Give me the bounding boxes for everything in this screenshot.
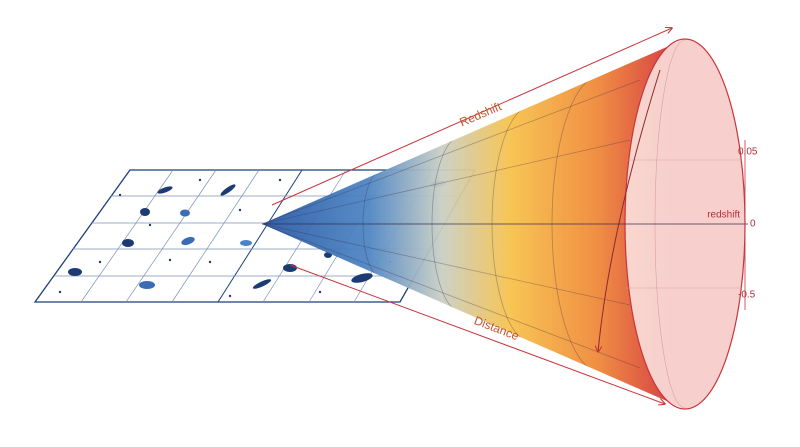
light-cone (262, 38, 748, 410)
decor-ellipse (68, 268, 82, 276)
decor-g (58, 178, 446, 298)
decor-line (271, 28, 672, 206)
decor-circle (198, 178, 202, 182)
decor-circle (148, 223, 152, 227)
decor-line (217, 169, 303, 303)
decor-line (262, 223, 641, 369)
decor-line (125, 169, 217, 303)
decor-ellipse (220, 184, 236, 196)
decor-ellipse (122, 239, 134, 247)
decor-line (262, 139, 631, 225)
decor-line (289, 264, 665, 404)
decor-circle (228, 294, 232, 298)
decor-g (262, 75, 641, 373)
decor-ellipse (139, 281, 155, 289)
decor-ellipse (351, 273, 373, 283)
decor-path (598, 69, 661, 352)
tick-label: -0.5 (738, 290, 756, 301)
decor-line (262, 79, 641, 225)
decor-line (262, 223, 631, 306)
decor-ellipse (252, 279, 272, 289)
decor-ellipse (180, 209, 190, 217)
decor-ellipse (140, 208, 150, 216)
axis-label: redshift (707, 210, 740, 221)
decor-circle (278, 178, 282, 182)
decor-circle (238, 208, 242, 212)
tick-label: 0.05 (738, 147, 758, 158)
redshift-axis: 0.05 0 -0.5 redshift (707, 140, 758, 310)
decor-circle (98, 260, 102, 264)
decor-line (171, 169, 260, 303)
decor-circle (318, 290, 322, 294)
decor-ellipse (181, 236, 195, 246)
decor-circle (118, 193, 122, 197)
decor-ellipse (157, 186, 173, 194)
tick-label: 0 (750, 219, 756, 230)
decor-circle (208, 260, 212, 264)
decor-circle (168, 258, 172, 262)
decor-circle (58, 290, 62, 294)
decor-ellipse (240, 240, 252, 246)
